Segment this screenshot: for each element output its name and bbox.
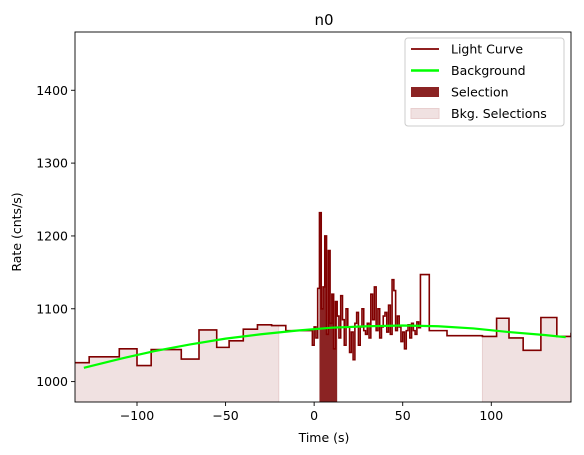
legend-light-curve-label: Light Curve — [451, 42, 523, 57]
y-tick-label: 1400 — [36, 83, 68, 98]
legend-background-label: Background — [451, 63, 526, 78]
x-tick-label: 0 — [310, 408, 318, 423]
background-line — [83, 324, 566, 369]
legend-selection-swatch — [411, 87, 439, 97]
plot-content — [75, 211, 571, 402]
axes: −100 −50 0 50 100 1000 1100 1200 1300 1400 — [36, 31, 572, 423]
chart-title: n0 — [314, 11, 333, 29]
x-tick-label: 50 — [395, 408, 411, 423]
plot-frame — [74, 31, 572, 403]
x-tick-label: 100 — [479, 408, 503, 423]
selection-region — [319, 212, 338, 402]
legend-box — [404, 37, 565, 127]
legend-bkg-selections-swatch — [410, 108, 440, 119]
y-tick-label: 1000 — [36, 374, 68, 389]
y-tick-label: 1200 — [36, 228, 68, 243]
y-tick-label: 1100 — [36, 301, 68, 316]
y-tick-label: 1300 — [36, 156, 68, 171]
y-axis-label: Rate (cnts/s) — [9, 192, 24, 271]
legend: Light Curve Background Selection Bkg. Selec… — [404, 37, 565, 127]
x-tick-label: −50 — [212, 408, 238, 423]
legend-selection-label: Selection — [451, 85, 509, 100]
legend-bkg-selections-label: Bkg. Selections — [451, 106, 547, 121]
x-tick-label: −100 — [120, 408, 154, 423]
x-axis-label: Time (s) — [298, 430, 350, 445]
plot-area — [75, 211, 571, 402]
light-curve-line — [75, 211, 571, 367]
